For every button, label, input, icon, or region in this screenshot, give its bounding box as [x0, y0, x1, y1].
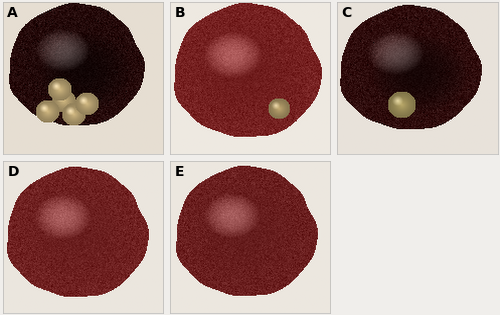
Text: C: C	[342, 6, 352, 20]
Text: A: A	[8, 6, 18, 20]
Text: B: B	[174, 6, 185, 20]
Text: D: D	[8, 165, 19, 179]
Text: E: E	[174, 165, 184, 179]
